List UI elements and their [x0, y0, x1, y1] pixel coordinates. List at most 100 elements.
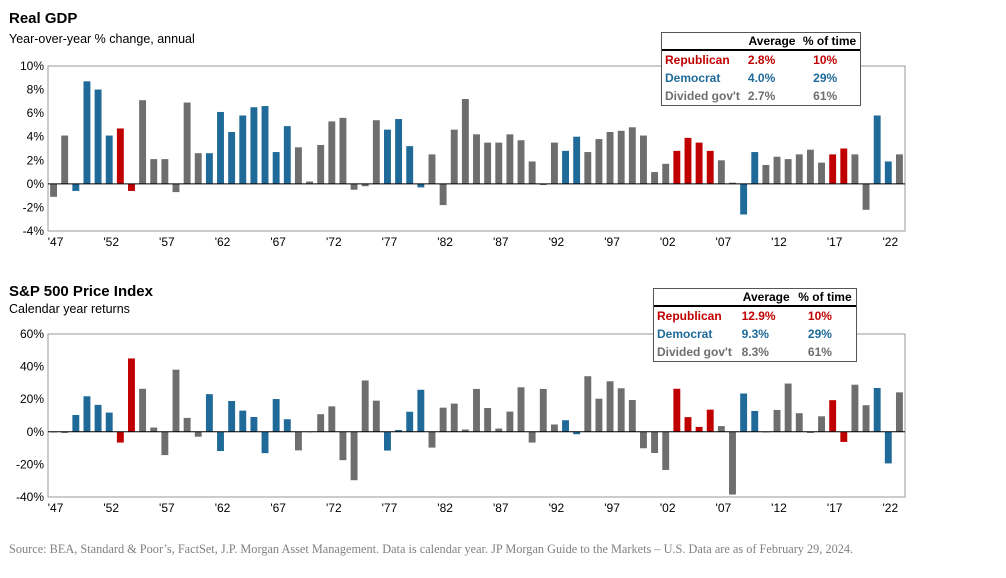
sp500-title: S&P 500 Price Index — [9, 283, 153, 300]
sp500-bar-1982 — [439, 407, 447, 432]
gdp-bar-1964 — [239, 115, 247, 184]
sp500-bar-1997 — [606, 381, 614, 432]
gdp-x-tick-label: '72 — [326, 235, 342, 249]
gdp-bar-1975 — [361, 183, 369, 187]
sp500-bar-1995 — [584, 376, 592, 432]
gdp-bar-1949 — [72, 183, 80, 191]
gdp-bar-1962 — [217, 111, 224, 184]
sp500-x-tick-label: '02 — [660, 501, 676, 515]
gdp-bar-1983 — [450, 129, 458, 184]
sp500-bar-1976 — [372, 400, 380, 432]
gdp-bar-1990 — [528, 161, 536, 184]
sp500-bar-1959 — [183, 417, 191, 432]
gdp-bar-1988 — [506, 134, 514, 184]
gdp-bar-1993 — [562, 150, 569, 184]
gdp-bar-1956 — [150, 159, 158, 184]
gdp-y-tick-label: 0% — [27, 177, 45, 191]
gdp-bar-2006 — [706, 150, 714, 184]
sp500-bar-1979 — [406, 411, 414, 432]
sp500-bar-1972 — [328, 406, 336, 432]
sp500-bar-2018 — [840, 431, 848, 442]
legend-average: 9.3% — [741, 327, 769, 341]
sp500-bar-1974 — [350, 431, 358, 481]
gdp-bar-1996 — [595, 139, 603, 184]
sp500-bar-2023 — [895, 392, 903, 432]
sp500-bar-1988 — [506, 411, 514, 432]
legend-average: 2.7% — [747, 89, 776, 103]
sp500-y-tick-label: 40% — [20, 360, 44, 374]
gdp-bar-1982 — [439, 183, 447, 206]
gdp-bar-2016 — [818, 162, 825, 184]
legend-time: 10% — [813, 53, 838, 67]
legend-time: 61% — [813, 89, 838, 103]
sp500-bar-1990 — [528, 431, 536, 443]
sp500-x-tick-label: '77 — [382, 501, 398, 515]
sp500-bar-1983 — [450, 403, 458, 432]
sp500-bar-1973 — [339, 431, 347, 461]
gdp-x-tick-label: '92 — [549, 235, 565, 249]
gdp-bar-2011 — [762, 165, 770, 184]
sp500-legend-row-democrat: Democrat 9.3% 29% — [654, 325, 856, 343]
sp500-bar-2005 — [695, 426, 703, 432]
sp500-bar-2015 — [806, 431, 814, 433]
gdp-bar-1984 — [461, 99, 469, 184]
gdp-legend: Average % of time Republican 2.8% 10% De… — [661, 32, 861, 106]
gdp-bar-2009 — [740, 183, 748, 215]
gdp-bar-2008 — [729, 182, 736, 184]
source-note: Source: BEA, Standard & Poor’s, FactSet,… — [9, 542, 854, 556]
sp500-bar-1993 — [562, 420, 569, 432]
sp500-bar-1987 — [495, 428, 503, 432]
gdp-y-tick-label: 4% — [27, 130, 45, 144]
sp500-bar-2003 — [673, 388, 681, 432]
gdp-bar-1957 — [161, 159, 169, 184]
sp500-bar-1954 — [128, 358, 135, 432]
gdp-bar-1963 — [228, 132, 236, 184]
gdp-x-tick-label: '62 — [215, 235, 231, 249]
sp500-x-tick-label: '97 — [604, 501, 620, 515]
gdp-bar-1994 — [573, 136, 581, 184]
gdp-bar-1974 — [350, 183, 358, 190]
sp500-bar-1986 — [484, 408, 492, 432]
sp500-bar-1968 — [283, 419, 291, 432]
legend-label: Democrat — [665, 71, 721, 85]
gdp-legend-row-republican: Republican 2.8% 10% — [662, 50, 860, 69]
gdp-y-tick-label: -2% — [23, 200, 45, 214]
sp500-bar-1971 — [317, 414, 325, 432]
sp500-bar-2000 — [640, 431, 647, 449]
sp500-bar-1963 — [228, 400, 236, 432]
gdp-bar-2023 — [895, 154, 903, 184]
sp500-bar-2013 — [784, 383, 792, 432]
gdp-x-tick-label: '57 — [159, 235, 175, 249]
sp500-subtitle: Calendar year returns — [9, 302, 130, 316]
gdp-bar-2015 — [806, 149, 814, 184]
sp500-y-tick-label: 20% — [20, 392, 44, 406]
sp500-bar-1981 — [428, 431, 436, 448]
sp500-bar-1977 — [384, 431, 391, 451]
sp500-bar-1980 — [417, 389, 425, 432]
gdp-bar-1952 — [105, 135, 113, 184]
sp500-bar-1992 — [550, 424, 558, 432]
gdp-bar-2022 — [884, 161, 892, 184]
gdp-bar-1986 — [484, 142, 492, 184]
gdp-legend-row-democrat: Democrat 4.0% 29% — [662, 69, 860, 87]
sp500-bar-1949 — [72, 415, 80, 432]
legend-label: Divided gov't — [657, 345, 732, 359]
sp500-bar-1964 — [239, 410, 247, 432]
gdp-y-tick-label: 10% — [20, 59, 44, 73]
gdp-bar-2000 — [640, 135, 647, 184]
gdp-bar-1992 — [550, 142, 558, 184]
sp500-bar-2019 — [851, 384, 859, 432]
gdp-bar-1980 — [417, 183, 425, 188]
sp500-x-tick-label: '47 — [48, 501, 64, 515]
legend-time: 10% — [807, 309, 832, 323]
gdp-legend-header-average: Average — [744, 33, 800, 51]
gdp-bar-1978 — [395, 119, 403, 184]
gdp-plot: -4% -2% 0% 2% 4% 6% 8% 10% '47 '52 '57 '62 '67 '72 '77… — [20, 59, 906, 249]
sp500-x-tick-label: '22 — [882, 501, 898, 515]
sp500-x-tick-label: '72 — [326, 501, 342, 515]
sp500-x-tick-label: '67 — [270, 501, 286, 515]
gdp-bar-1976 — [372, 120, 380, 184]
gdp-x-tick-label: '22 — [882, 235, 898, 249]
sp500-bar-1999 — [628, 400, 636, 432]
gdp-x-tick-label: '17 — [827, 235, 843, 249]
